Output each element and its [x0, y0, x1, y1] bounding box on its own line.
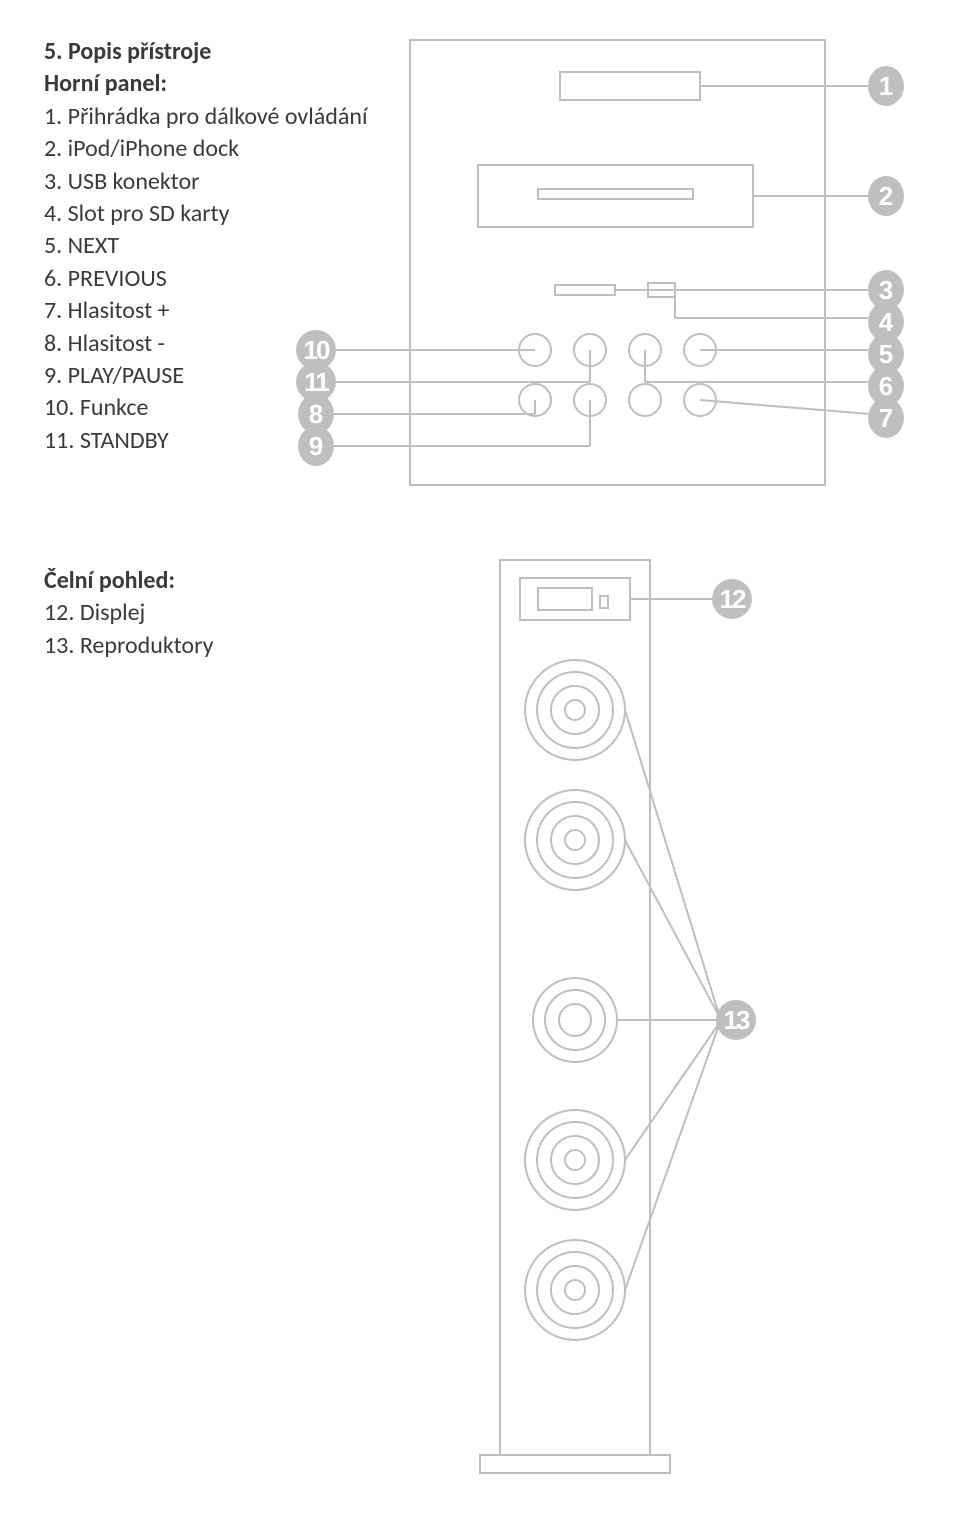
callout-2: 2 [879, 181, 893, 211]
callout-4: 4 [879, 307, 894, 337]
callout-5: 5 [879, 339, 893, 369]
callout-8: 8 [309, 399, 323, 429]
callout-11: 11 [304, 367, 329, 397]
front-view-list: Čelní pohled: 12. Displej 13. Reprodukto… [44, 565, 213, 662]
list-item: 13. Reproduktory [44, 630, 213, 662]
callout-3: 3 [879, 275, 893, 305]
top-panel-diagram: 1 2 3 4 5 6 7 10 11 8 9 [270, 30, 950, 500]
callout-7: 7 [879, 403, 893, 433]
front-view-diagram: 12 13 [460, 550, 920, 1510]
callout-6: 6 [879, 371, 893, 401]
callout-12: 12 [720, 584, 746, 614]
callout-9: 9 [309, 431, 323, 461]
callout-10: 10 [304, 335, 330, 365]
callout-1: 1 [879, 71, 893, 101]
list-item: 12. Displej [44, 597, 213, 629]
subheading-front: Čelní pohled: [44, 565, 213, 597]
callout-13: 13 [724, 1005, 750, 1035]
